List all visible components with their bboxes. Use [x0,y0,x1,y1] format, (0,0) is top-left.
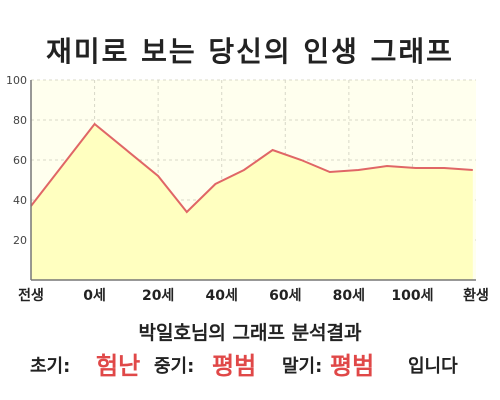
x-tick-label: 전생 [18,287,44,304]
mid-label: 중기: [154,356,195,377]
chart-title: 재미로 보는 당신의 인생 그래프 [46,35,454,68]
x-tick-label: 0세 [83,288,106,304]
life-graph-chart: 20 40 60 80 100 전생 0세 20세 40세 60세 80세 100세 환생 [6,74,489,304]
x-axis: 전생 0세 20세 40세 60세 80세 100세 환생 [18,287,489,304]
late-value: 평범 [330,352,375,380]
x-tick-label: 40세 [206,288,238,304]
result-line: 초기: 험난 중기: 평범 말기: 평범 입니다 [0,346,500,382]
early-value: 험난 [96,352,141,380]
y-tick-label: 100 [6,74,27,87]
y-tick-label: 20 [13,234,27,247]
ending-text: 입니다 [408,356,458,377]
mid-value: 평범 [212,352,257,380]
x-tick-label: 80세 [333,288,365,304]
late-label: 말기: [282,356,323,377]
y-tick-label: 80 [13,114,27,127]
y-tick-label: 60 [13,154,27,167]
series-line [30,122,473,214]
y-axis: 20 40 60 80 100 [6,74,27,247]
x-tick-label: 100세 [391,288,433,304]
x-tick-label: 20세 [142,288,174,304]
early-label: 초기: [30,356,71,377]
y-tick-label: 40 [13,194,27,207]
analysis-title: 박일호님의 그래프 분석결과 [138,322,362,344]
x-tick-label: 환생 [463,287,489,304]
x-tick-label: 60세 [269,288,301,304]
